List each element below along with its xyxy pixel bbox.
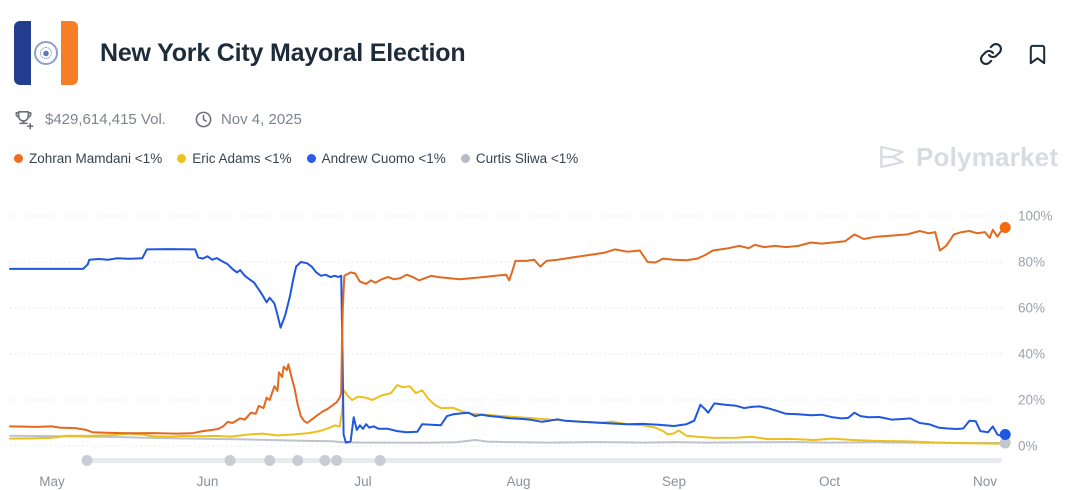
x-axis-label-jul: Jul xyxy=(354,474,371,489)
polymarket-watermark: Polymarket xyxy=(876,141,1058,173)
x-axis-label-aug: Aug xyxy=(506,474,530,489)
y-axis-label-100: 100% xyxy=(1018,209,1053,224)
y-axis-label-40: 40% xyxy=(1018,347,1045,362)
series-line-curtis-sliwa xyxy=(9,434,1007,444)
series-end-dot-curtis-sliwa xyxy=(999,437,1011,449)
x-axis-label-may: May xyxy=(39,474,65,489)
y-axis-label-60: 60% xyxy=(1018,301,1045,316)
legend-item-zohran-mamdani[interactable]: Zohran Mamdani <1% xyxy=(14,151,162,166)
timeline-scrubber-bar[interactable] xyxy=(85,458,1002,463)
flag-blue-stripe xyxy=(14,21,31,85)
timeline-event-marker-2[interactable] xyxy=(224,455,236,466)
market-title: New York City Mayoral Election xyxy=(100,39,466,67)
legend-label: Eric Adams <1% xyxy=(192,151,292,166)
volume-trophy-icon xyxy=(15,111,34,130)
timeline-event-marker-6[interactable] xyxy=(331,455,343,466)
timeline-event-marker-5[interactable] xyxy=(319,455,331,466)
bookmark-icon xyxy=(1029,44,1045,64)
x-axis-label-jun: Jun xyxy=(197,474,219,489)
clock-icon xyxy=(195,111,212,128)
header-actions xyxy=(978,41,1050,67)
y-axis-label-0: 0% xyxy=(1018,439,1038,454)
copy-link-button[interactable] xyxy=(978,41,1004,67)
chart-legend: Zohran Mamdani <1% Eric Adams <1% Andrew C… xyxy=(14,151,578,166)
series-line-zohran-mamdani xyxy=(9,226,1007,435)
legend-label: Zohran Mamdani <1% xyxy=(29,151,163,166)
legend-item-eric-adams[interactable]: Eric Adams <1% xyxy=(177,151,292,166)
series-line-andrew-cuomo xyxy=(9,248,1007,444)
nyc-seal-icon xyxy=(34,41,58,65)
polymarket-wordmark: Polymarket xyxy=(916,141,1059,172)
x-axis-label-nov: Nov xyxy=(973,474,997,489)
end-date: Nov 4, 2025 xyxy=(220,111,302,128)
legend-dot-andrew-cuomo xyxy=(306,154,316,163)
timeline-event-marker-1[interactable] xyxy=(81,455,93,466)
market-icon-nyc-flag xyxy=(14,21,78,85)
legend-label: Curtis Sliwa <1% xyxy=(475,151,579,166)
timeline-event-marker-4[interactable] xyxy=(292,455,304,466)
legend-item-curtis-sliwa[interactable]: Curtis Sliwa <1% xyxy=(460,151,579,166)
series-end-dot-zohran-mamdani xyxy=(999,222,1011,233)
series-line-eric-adams xyxy=(9,384,1007,445)
x-axis-label-oct: Oct xyxy=(819,474,840,489)
x-axis-label-sep: Sep xyxy=(662,474,686,489)
price-history-chart[interactable]: 0% 20% 40% 60% 80% 100% May Jun Jul Aug Sep Oct Nov xyxy=(0,200,1066,490)
bookmark-button[interactable] xyxy=(1024,41,1050,67)
legend-dot-eric-adams xyxy=(177,154,187,163)
market-meta: $429,614,415 Vol. Nov 4, 2025 xyxy=(12,108,302,131)
legend-item-andrew-cuomo[interactable]: Andrew Cuomo <1% xyxy=(306,151,446,166)
legend-dot-curtis-sliwa xyxy=(460,154,470,163)
y-axis-label-80: 80% xyxy=(1018,255,1045,270)
link-icon xyxy=(980,43,1002,65)
timeline-event-marker-3[interactable] xyxy=(264,455,276,466)
flag-white-stripe xyxy=(31,21,61,85)
flag-orange-stripe xyxy=(61,21,78,85)
series-end-dot-andrew-cuomo xyxy=(999,429,1011,440)
legend-dot-zohran-mamdani xyxy=(14,154,23,163)
polymarket-logo-icon xyxy=(880,145,904,169)
volume-value: $429,614,415 Vol. xyxy=(45,111,166,128)
y-axis-label-20: 20% xyxy=(1018,393,1045,408)
legend-label: Andrew Cuomo <1% xyxy=(321,151,446,166)
timeline-event-marker-7[interactable] xyxy=(374,455,386,466)
